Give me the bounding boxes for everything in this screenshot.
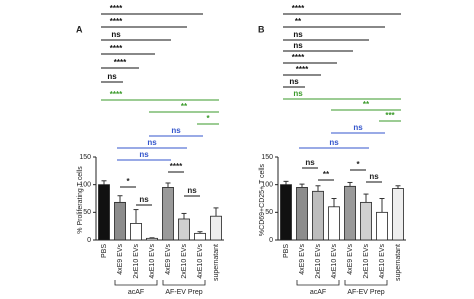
x-tick-label: 4xE10 EVs xyxy=(379,244,386,279)
y-tick-label: 50 xyxy=(265,209,273,216)
y-tick-label: 50 xyxy=(83,209,91,216)
x-tick-label: 4xE10 EVs xyxy=(331,244,338,279)
significance-label: **** xyxy=(170,162,183,171)
significance-label: ns xyxy=(139,150,149,159)
x-tick-label: 4xE10 EVs xyxy=(197,244,204,279)
y-tick-label: 100 xyxy=(79,182,91,189)
significance-label: **** xyxy=(110,44,123,53)
panel-label: B xyxy=(258,24,265,34)
significance-label: ns xyxy=(293,89,303,98)
x-tick-label: 2xE10 EVs xyxy=(181,244,188,279)
x-tick-label: 4xE9 EVs xyxy=(117,244,124,275)
bar xyxy=(392,188,404,241)
significance-label: **** xyxy=(296,65,309,74)
group-bracket xyxy=(114,280,158,286)
bar xyxy=(194,232,206,241)
significance-label: ** xyxy=(181,102,188,111)
x-tick-label: 4xE10 EVs xyxy=(149,244,156,279)
significance-label: **** xyxy=(110,90,123,99)
significance-label: ns xyxy=(289,77,299,86)
significance-label: ns xyxy=(187,186,197,195)
bar xyxy=(328,206,340,241)
significance-label: *** xyxy=(385,111,395,120)
x-tick-label: 2xE10 EVs xyxy=(315,244,322,279)
significance-label: ns xyxy=(293,30,303,39)
significance-label: ns xyxy=(111,30,121,39)
x-tick-label: PBS xyxy=(101,244,108,258)
bar xyxy=(162,187,174,241)
bar xyxy=(210,215,222,241)
significance-label: **** xyxy=(110,4,123,13)
y-axis-title: %CD69+CD25+ T cells xyxy=(259,163,266,236)
x-tick-label: PBS xyxy=(283,244,290,258)
x-tick-label: 4xE9 EVs xyxy=(347,244,354,275)
significance-label: **** xyxy=(292,53,305,62)
x-tick-label: 4xE9 EVs xyxy=(299,244,306,275)
significance-label: ns xyxy=(329,138,339,147)
group-label: AF-EV Prep xyxy=(165,289,202,296)
significance-label: ns xyxy=(171,126,181,135)
significance-label: ** xyxy=(295,17,302,26)
significance-label: ns xyxy=(107,72,117,81)
significance-label: ns xyxy=(147,138,157,147)
panel-label: A xyxy=(76,24,83,34)
significance-label: ns xyxy=(369,172,379,181)
significance-label: **** xyxy=(114,58,127,67)
y-axis-title: % Proliferating T cells xyxy=(77,166,84,234)
bar xyxy=(360,201,372,241)
group-label: acAF xyxy=(128,289,144,296)
bar xyxy=(130,222,142,241)
significance-label: ** xyxy=(363,100,370,109)
group-bracket xyxy=(162,280,206,286)
group-label: AF-EV Prep xyxy=(347,289,384,296)
bar xyxy=(178,218,190,241)
bar xyxy=(344,185,356,241)
bar xyxy=(280,184,292,241)
x-tick-label: supernatant xyxy=(213,244,220,281)
y-tick-label: 0 xyxy=(87,237,91,244)
y-tick-label: 100 xyxy=(261,182,273,189)
bar xyxy=(98,184,110,241)
significance-label: * xyxy=(126,177,130,186)
bar xyxy=(296,187,308,241)
significance-label: ns xyxy=(305,158,315,167)
significance-label: ** xyxy=(323,170,330,179)
significance-label: **** xyxy=(110,17,123,26)
x-tick-label: 4xE9 EVs xyxy=(165,244,172,275)
bar xyxy=(146,237,158,241)
bar xyxy=(114,201,126,241)
group-label: acAF xyxy=(310,289,326,296)
significance-label: **** xyxy=(292,4,305,13)
group-bracket xyxy=(296,280,340,286)
x-tick-label: 2xE10 EVs xyxy=(133,244,140,279)
significance-label: ns xyxy=(139,195,149,204)
group-bracket xyxy=(344,280,388,286)
y-tick-label: 0 xyxy=(269,237,273,244)
bar xyxy=(376,211,388,241)
significance-label: * xyxy=(206,114,210,123)
x-tick-label: supernatant xyxy=(395,244,402,281)
significance-label: ns xyxy=(353,123,363,132)
significance-label: * xyxy=(356,160,360,169)
bar xyxy=(312,190,324,241)
significance-label: ns xyxy=(293,41,303,50)
y-tick-label: 150 xyxy=(261,154,273,161)
y-tick-label: 150 xyxy=(79,154,91,161)
x-tick-label: 2xE10 EVs xyxy=(363,244,370,279)
